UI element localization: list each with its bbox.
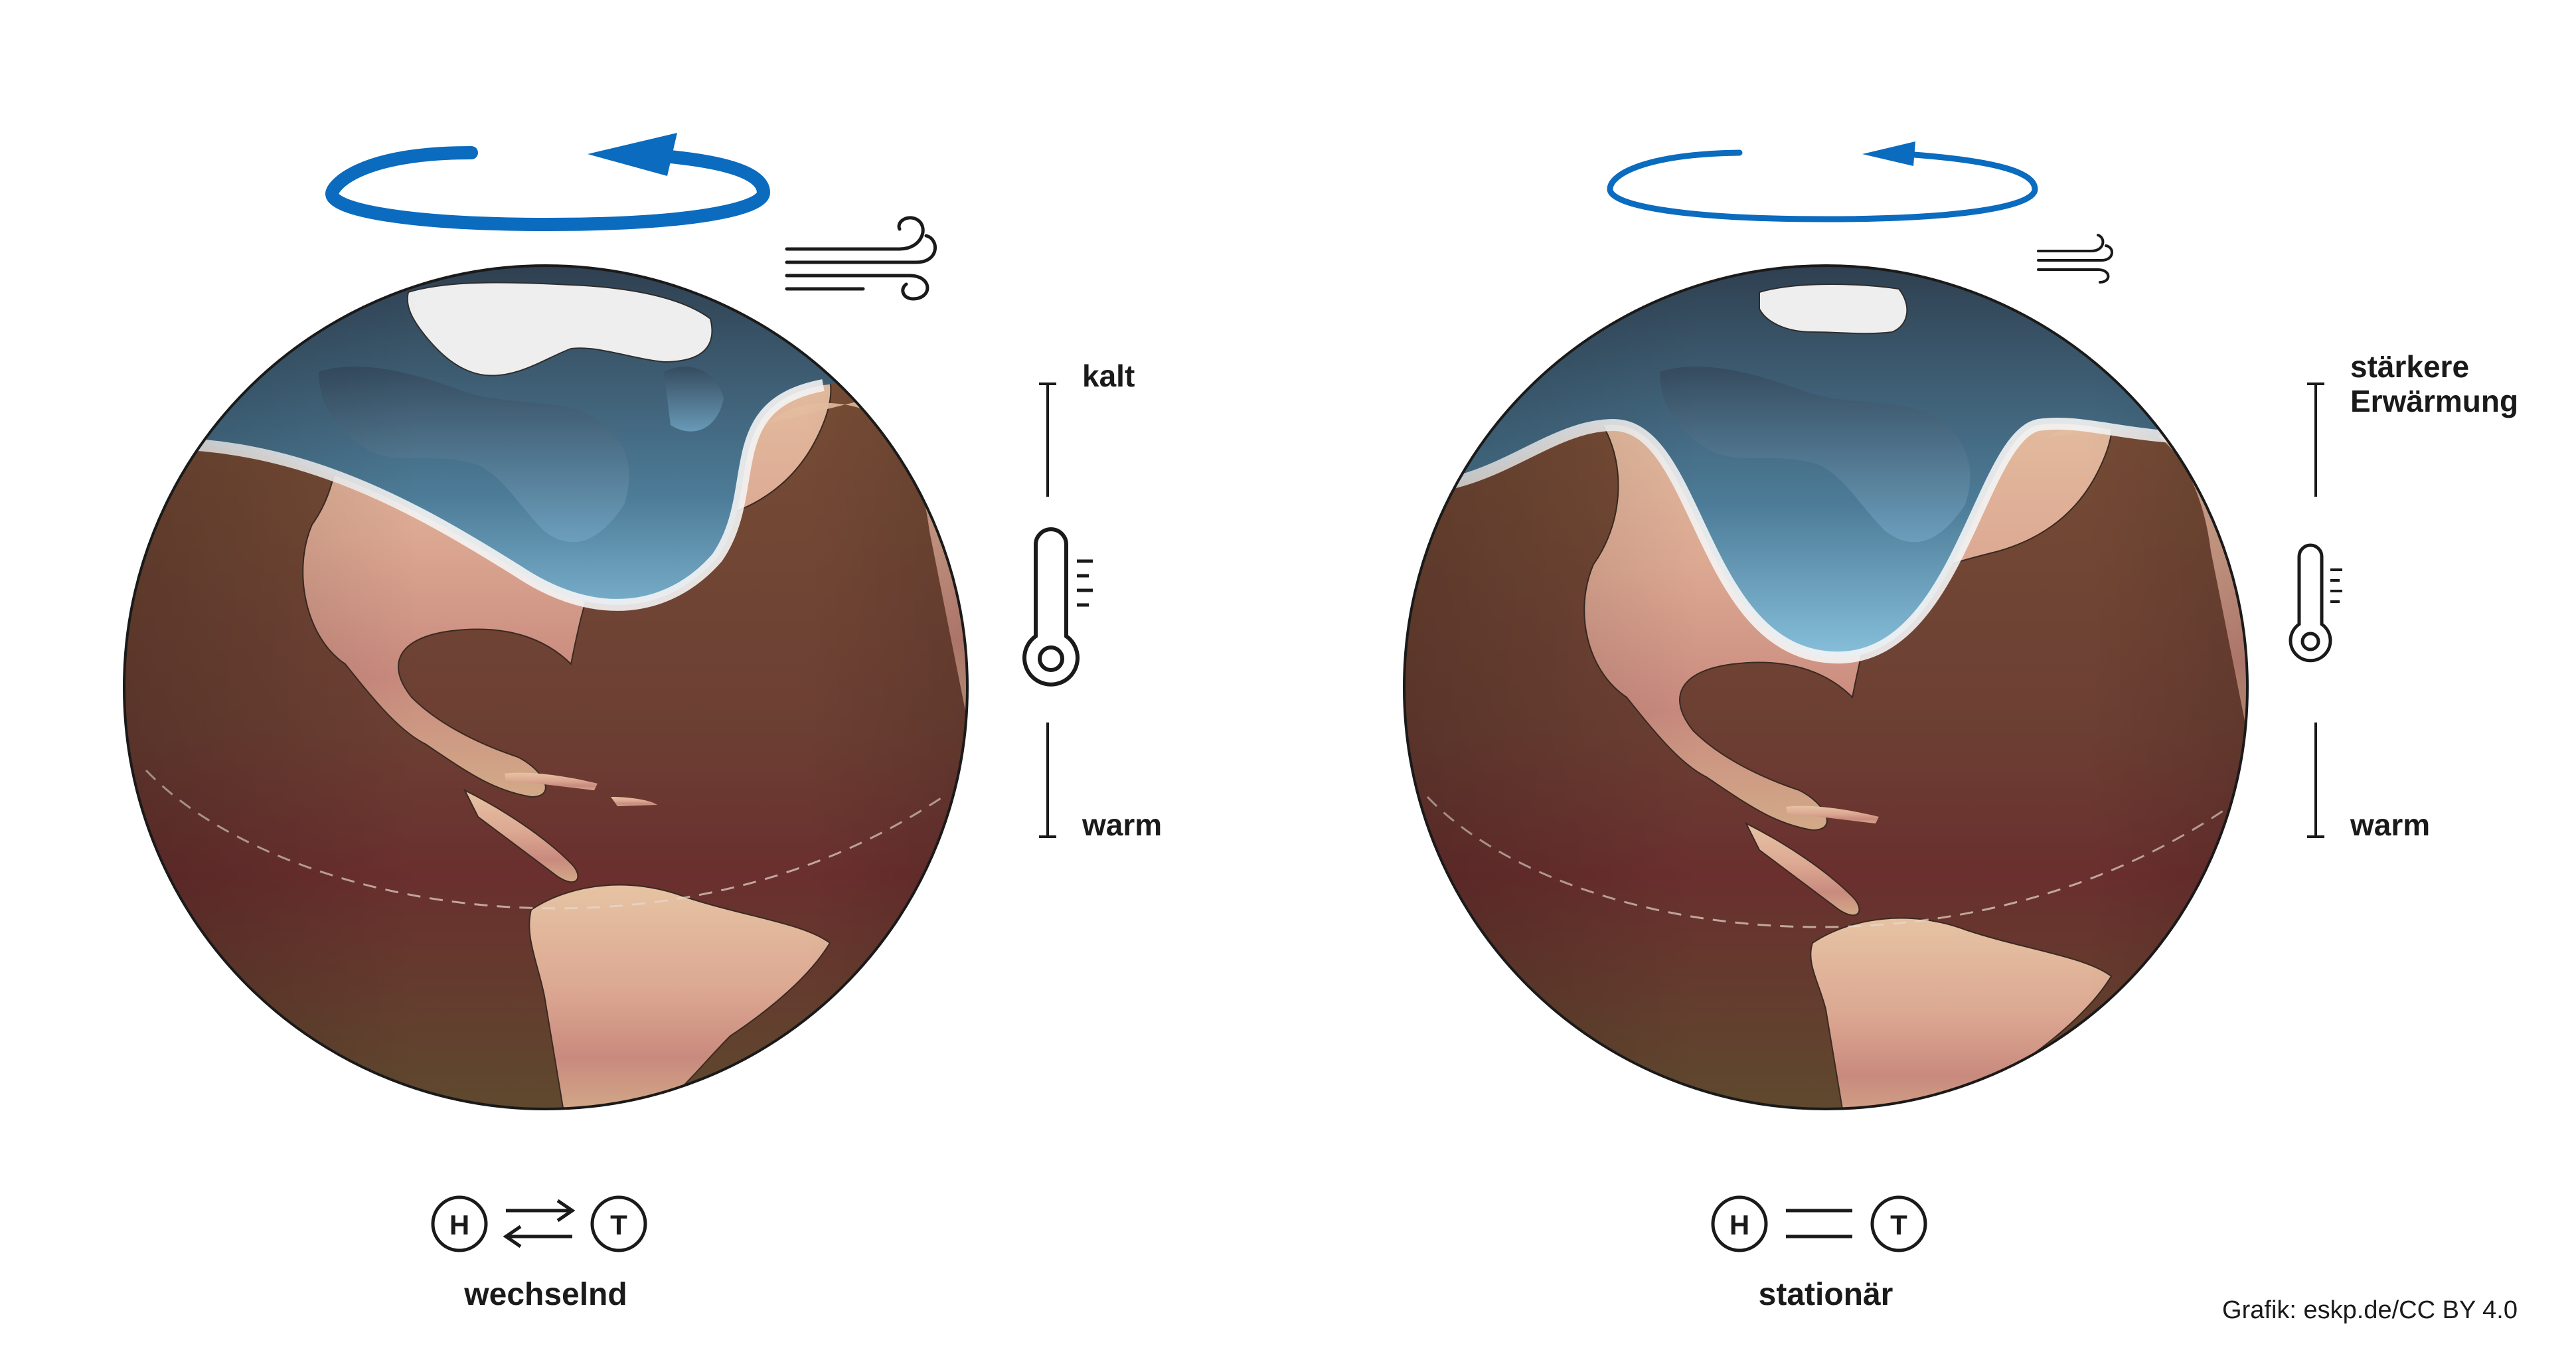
wind-icon-weak (2037, 234, 2113, 284)
double-arrow-exchange-icon (503, 1199, 576, 1248)
caption-wechselnd: wechselnd (463, 1277, 627, 1312)
credit-text: Grafik: eskp.de/CC BY 4.0 (2222, 1296, 2518, 1324)
scale-top-label-line2: Erwärmung (2350, 384, 2518, 418)
thermometer-icon (1022, 527, 1093, 687)
caption-stationaer: stationär (1759, 1277, 1893, 1312)
scale-bottom-label: warm (1082, 808, 1162, 842)
temperature-scale-right: stärkere Erwärmung warm (2307, 349, 2518, 842)
thermometer-icon-small (2289, 543, 2342, 663)
double-line-stationary-icon (1786, 1209, 1852, 1238)
temperature-scale-left: kalt warm (1039, 359, 1162, 842)
scale-top-label-line1: stärkere (2350, 349, 2469, 384)
scale-bottom-label: warm (2350, 808, 2430, 842)
low-pressure-label: T (1890, 1209, 1907, 1240)
rotation-arrow-icon-weak (1607, 141, 2038, 222)
low-pressure-label: T (610, 1209, 627, 1240)
rotation-arrow-icon-strong (325, 133, 771, 232)
high-pressure-label: H (1730, 1209, 1749, 1240)
pressure-relation-left: H T wechselnd (431, 1195, 647, 1312)
wind-icon-strong (785, 216, 937, 301)
pressure-relation-right: H T stationär (1711, 1195, 1927, 1312)
globe-right (1403, 264, 2249, 1110)
globe-left (123, 264, 969, 1110)
high-pressure-label: H (449, 1209, 469, 1240)
scale-top-label: kalt (1082, 359, 1135, 393)
